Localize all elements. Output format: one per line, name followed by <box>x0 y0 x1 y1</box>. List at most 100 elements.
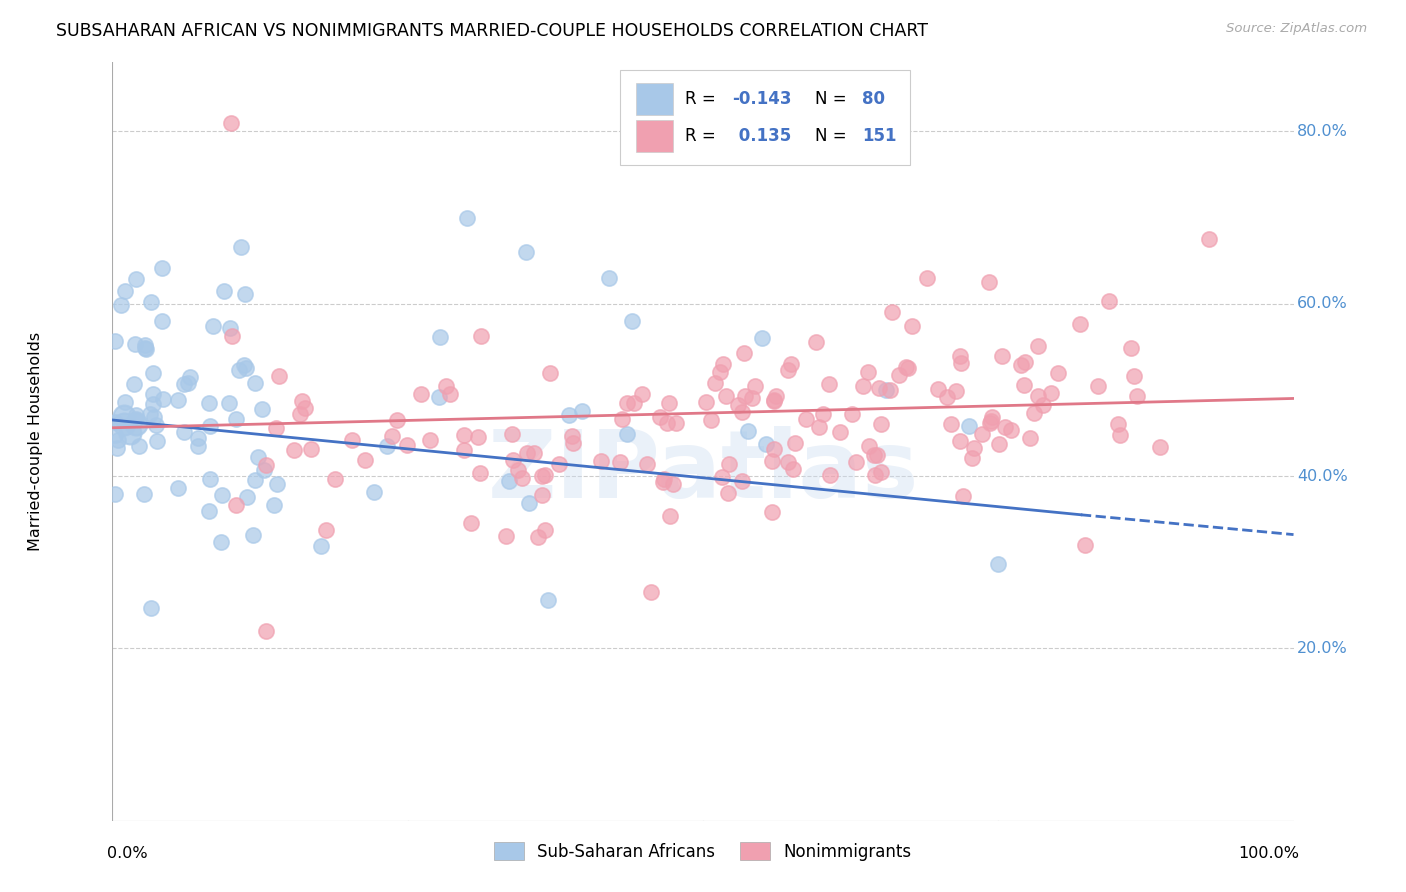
Point <box>198 418 221 433</box>
Point <box>253 463 276 477</box>
Point <box>880 305 903 319</box>
Point <box>1125 389 1147 403</box>
Point <box>1198 232 1220 246</box>
Point <box>198 504 221 518</box>
Point <box>631 386 654 401</box>
Point <box>987 437 1010 451</box>
Point <box>135 342 157 356</box>
Point <box>751 331 773 345</box>
Point <box>363 485 385 500</box>
Point <box>714 389 737 403</box>
Point <box>152 261 174 276</box>
Point <box>453 428 475 442</box>
Point <box>776 362 799 376</box>
Point <box>733 346 755 360</box>
Point <box>636 457 658 471</box>
Point <box>212 284 235 298</box>
Point <box>221 329 243 343</box>
Point <box>354 453 377 467</box>
Point <box>718 457 741 471</box>
Point <box>813 408 835 422</box>
Point <box>897 361 920 376</box>
Point <box>963 441 986 455</box>
Point <box>589 454 612 468</box>
Text: 0.135: 0.135 <box>733 127 790 145</box>
Point <box>761 453 783 467</box>
Point <box>818 468 841 483</box>
Text: R =: R = <box>685 127 716 145</box>
Text: Married-couple Households: Married-couple Households <box>28 332 44 551</box>
Point <box>865 467 887 482</box>
Point <box>531 488 554 502</box>
Point <box>291 394 314 409</box>
Point <box>323 472 346 486</box>
Point <box>870 417 893 431</box>
Point <box>166 393 188 408</box>
Point <box>114 394 136 409</box>
Point <box>1026 339 1049 353</box>
Point <box>1039 386 1062 401</box>
Point <box>515 446 537 460</box>
Point <box>1010 358 1032 372</box>
Point <box>173 425 195 439</box>
Point <box>808 419 831 434</box>
Text: Source: ZipAtlas.com: Source: ZipAtlas.com <box>1226 22 1367 36</box>
Point <box>269 369 291 384</box>
Point <box>612 412 634 426</box>
Point <box>863 448 886 462</box>
Point <box>110 298 132 312</box>
Point <box>534 468 557 483</box>
Point <box>283 442 305 457</box>
Point <box>755 437 778 451</box>
Point <box>979 416 1001 430</box>
Point <box>537 593 560 607</box>
FancyBboxPatch shape <box>636 120 673 152</box>
Point <box>470 466 492 480</box>
Point <box>176 376 198 390</box>
Point <box>650 409 672 424</box>
Point <box>901 318 924 333</box>
Point <box>621 314 644 328</box>
Point <box>962 451 984 466</box>
Text: 20.0%: 20.0% <box>1298 640 1348 656</box>
Point <box>134 487 156 501</box>
Point <box>782 462 804 476</box>
Point <box>202 319 225 334</box>
Point <box>218 320 240 334</box>
Point <box>703 376 725 390</box>
Point <box>533 523 555 537</box>
Point <box>778 455 800 469</box>
Point <box>957 419 980 434</box>
Point <box>232 359 254 373</box>
Point <box>141 601 163 615</box>
Point <box>658 508 681 523</box>
Point <box>530 469 553 483</box>
Point <box>879 384 901 398</box>
Point <box>538 366 561 380</box>
Point <box>134 338 156 352</box>
Point <box>266 420 288 434</box>
Point <box>1087 379 1109 393</box>
Point <box>652 475 675 489</box>
Point <box>142 386 165 401</box>
Point <box>460 516 482 530</box>
Point <box>187 439 209 453</box>
Point <box>211 488 233 502</box>
Point <box>896 359 918 374</box>
Point <box>744 379 766 393</box>
FancyBboxPatch shape <box>636 83 673 115</box>
Point <box>515 244 537 259</box>
Point <box>1014 378 1036 392</box>
Point <box>104 334 127 348</box>
Point <box>104 486 127 500</box>
Point <box>266 476 288 491</box>
Point <box>763 394 786 409</box>
Point <box>299 442 322 457</box>
Point <box>225 412 247 426</box>
Point <box>1032 398 1054 412</box>
Point <box>166 481 188 495</box>
Point <box>562 435 585 450</box>
Text: 40.0%: 40.0% <box>1298 468 1348 483</box>
Point <box>845 455 868 469</box>
Text: -0.143: -0.143 <box>733 90 792 108</box>
